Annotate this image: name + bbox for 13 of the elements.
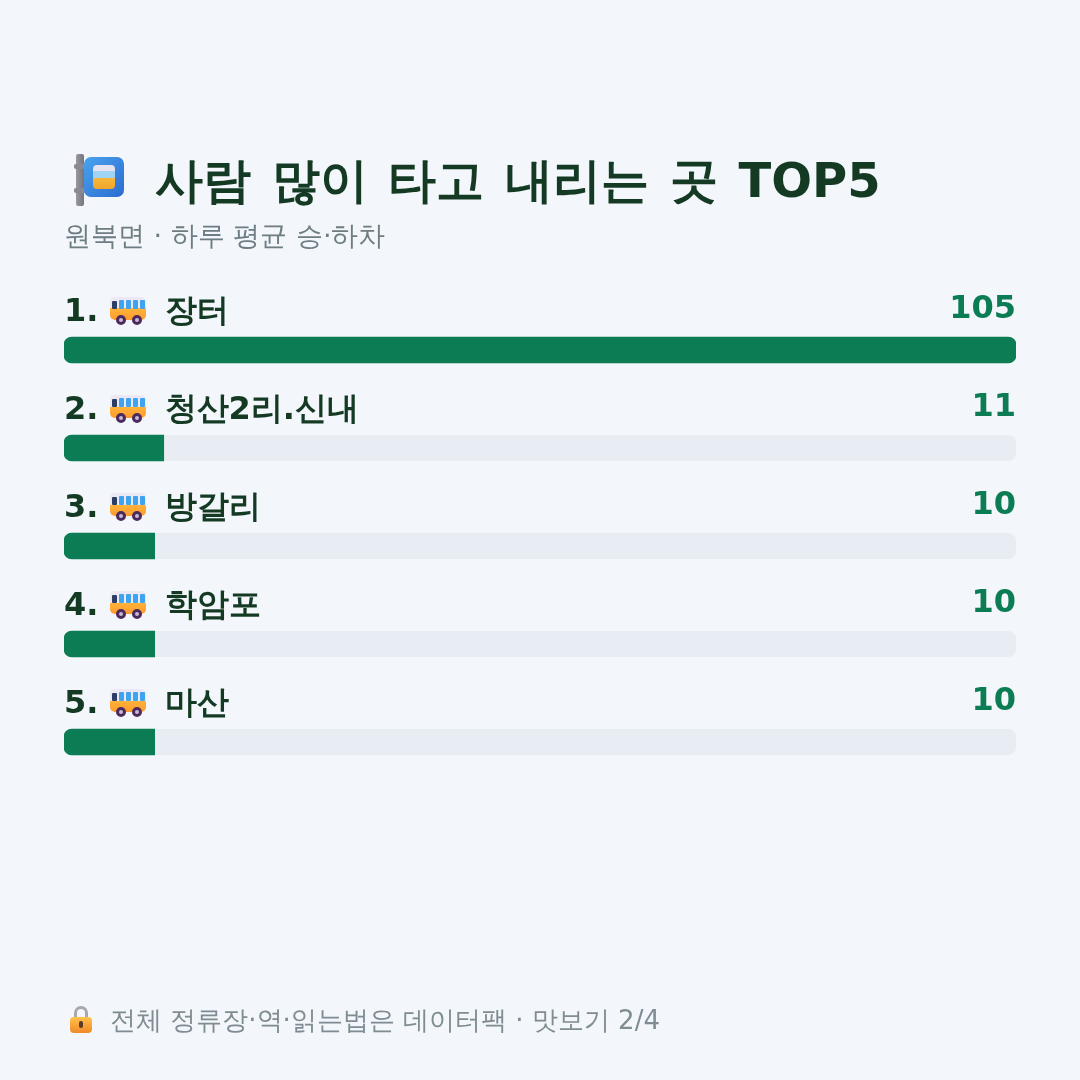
- chart-title: 사람 많이 타고 내리는 곳 TOP5: [155, 151, 881, 210]
- y-tick-label: 1. 장터: [64, 290, 229, 331]
- data-label: 105: [949, 288, 1016, 327]
- data-label: 10: [971, 484, 1016, 523]
- data-label: 10: [971, 680, 1016, 719]
- y-tick-label: 4. 학암포: [64, 584, 261, 625]
- chart-subtitle: 원북면 · 하루 평균 승·하차: [64, 219, 386, 253]
- data-label: 11: [971, 386, 1016, 425]
- y-tick-label: 3. 방갈리: [64, 486, 261, 527]
- data-label: 10: [971, 582, 1016, 621]
- text: 전체 정류장·역·읽는법은 데이터팩 · 맛보기 2/4: [110, 1004, 660, 1037]
- y-tick-label: 2. 청산2리.신내: [64, 388, 359, 429]
- y-tick-label: 5. 마산: [64, 682, 229, 723]
